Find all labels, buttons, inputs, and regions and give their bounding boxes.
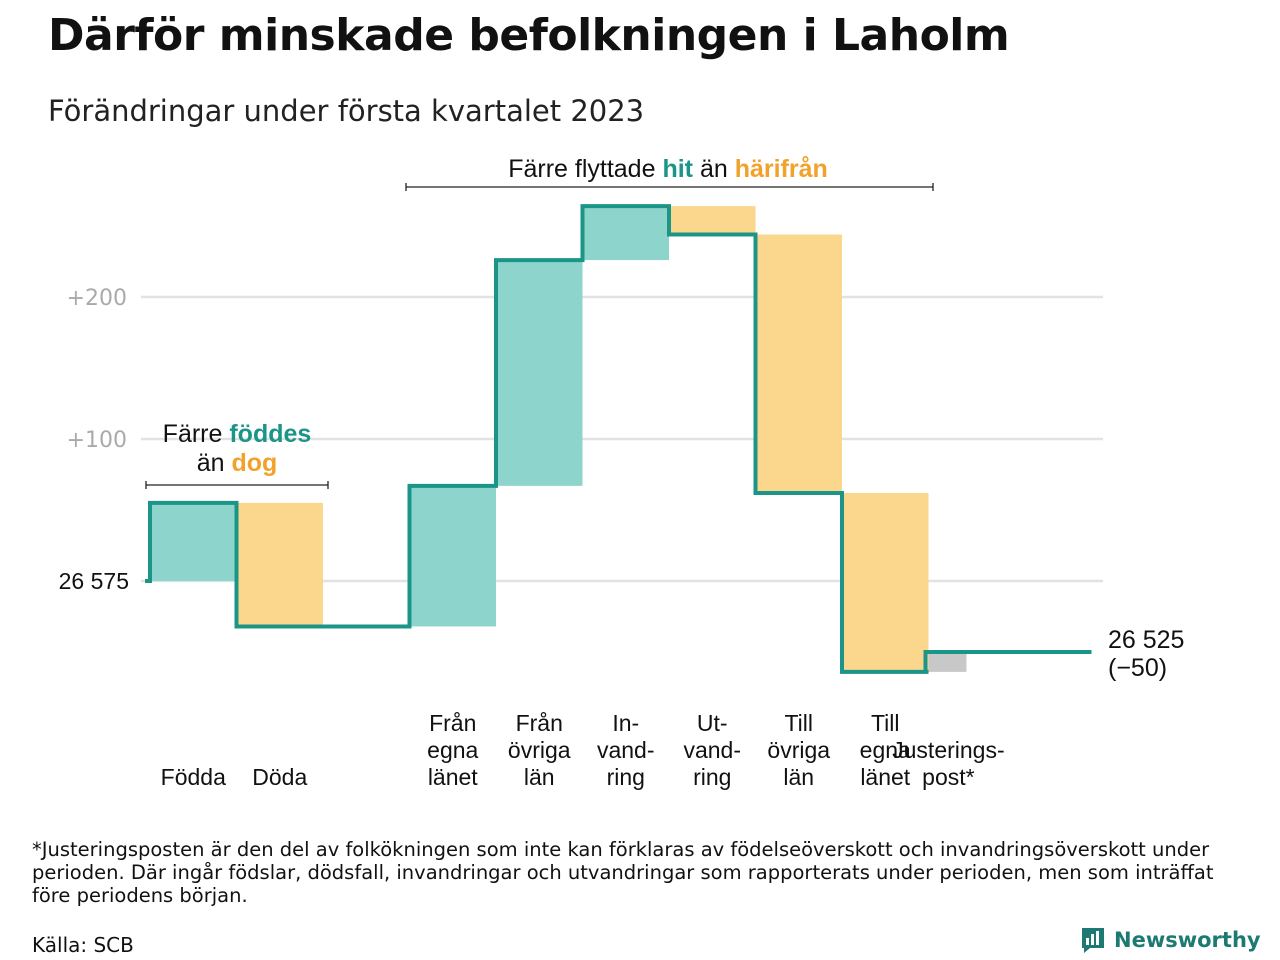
end-value-label: 26 525 xyxy=(1108,626,1184,654)
bars-layer xyxy=(150,206,967,672)
x-label-step-8: Till egna länet xyxy=(860,710,911,790)
newsworthy-logo: Newsworthy xyxy=(1080,926,1261,954)
births-annotation-line1: Färre föddes xyxy=(163,420,312,448)
chart-title: Därför minskade befolkningen i Laholm xyxy=(48,10,1010,61)
x-label-step-0: Födda xyxy=(161,764,226,790)
bar-step-0 xyxy=(150,502,237,581)
births-annotation-line2: än dog xyxy=(197,449,278,477)
source-label: Källa: SCB xyxy=(32,933,134,957)
labels-layer: +100 +200 26 575 Födda Döda Från egna länet Från… xyxy=(59,286,1185,790)
x-label-step-3: Från egna länet xyxy=(427,710,478,790)
start-value-label: 26 575 xyxy=(59,568,129,594)
y-tick-label: +200 xyxy=(67,286,127,311)
bar-step-7 xyxy=(755,234,842,493)
waterfall-chart: +100 +200 26 575 Födda Döda Från egna länet Från… xyxy=(59,155,1185,790)
y-tick-label: +100 xyxy=(67,428,127,453)
x-label-step-1: Döda xyxy=(252,764,307,790)
x-label-step-7: Till övriga län xyxy=(767,710,830,790)
brand-name: Newsworthy xyxy=(1114,928,1261,952)
bar-step-8 xyxy=(842,492,929,672)
bar-step-4 xyxy=(496,260,583,486)
end-change-label: (−50) xyxy=(1108,654,1167,682)
x-label-step-4: Från övriga län xyxy=(508,710,571,790)
x-label-step-5: In-vand-ring xyxy=(597,710,655,790)
line-layer xyxy=(145,204,1092,674)
footnote: *Justeringsposten är den del av folkökni… xyxy=(32,838,1214,907)
moves-annotation: Färre flyttade hit än härifrån xyxy=(508,155,828,183)
chart-subtitle: Förändringar under första kvartalet 2023 xyxy=(48,94,645,128)
x-label-step-6: Ut-vand-ring xyxy=(683,710,741,790)
newsworthy-chart-icon xyxy=(1082,928,1104,953)
x-label-step-9: Justerings-post* xyxy=(892,737,1004,790)
bar-step-3 xyxy=(409,485,496,627)
bar-step-9 xyxy=(928,652,967,672)
cumulative-step-line xyxy=(145,204,1092,674)
bar-step-5 xyxy=(582,206,669,261)
bar-step-1 xyxy=(236,502,323,627)
bar-step-6 xyxy=(669,206,756,235)
